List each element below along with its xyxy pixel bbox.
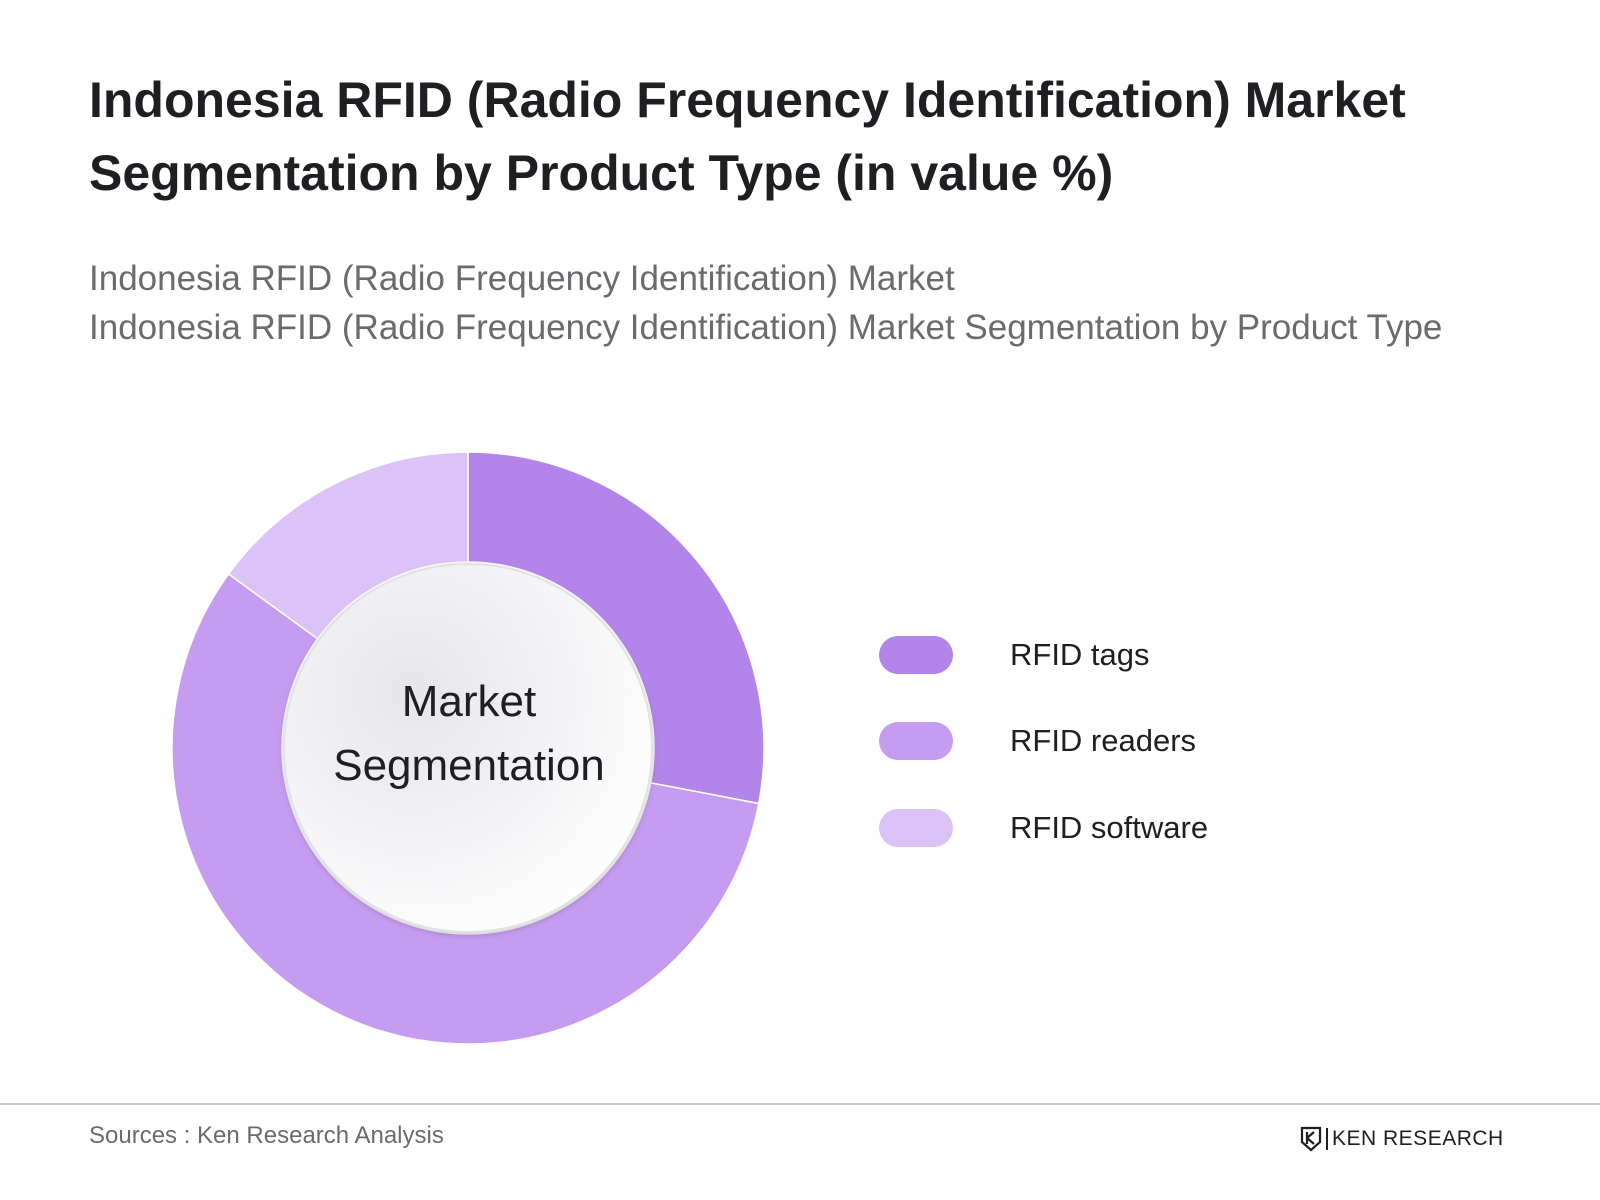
subtitle-line-2: Indonesia RFID (Radio Frequency Identifi… bbox=[89, 308, 1443, 347]
legend-swatch-rfid-tags bbox=[879, 636, 953, 674]
brand-name: KEN RESEARCH bbox=[1332, 1127, 1504, 1150]
donut-slice-rfid-readers bbox=[171, 572, 760, 1045]
footer-divider bbox=[0, 1103, 1600, 1105]
legend-label-rfid-tags: RFID tags bbox=[1010, 637, 1150, 672]
donut-slices bbox=[171, 451, 765, 1045]
donut-slice-rfid-tags bbox=[467, 451, 765, 805]
center-label-line-2: Segmentation bbox=[333, 741, 605, 790]
subtitle-line-1: Indonesia RFID (Radio Frequency Identifi… bbox=[89, 259, 955, 298]
donut-center-label: Market Segmentation bbox=[284, 670, 654, 798]
chart-title: Indonesia RFID (Radio Frequency Identifi… bbox=[89, 72, 1406, 201]
chart-subtitle: Indonesia RFID (Radio Frequency Identifi… bbox=[89, 254, 1509, 352]
legend-item-rfid-tags: RFID tags bbox=[879, 630, 1299, 674]
donut-center-disc bbox=[283, 563, 653, 933]
legend-item-rfid-readers: RFID readers bbox=[879, 716, 1299, 760]
legend-item-rfid-software: RFID software bbox=[879, 803, 1299, 847]
donut-slice-rfid-software bbox=[227, 451, 469, 640]
legend-swatch-rfid-readers bbox=[879, 722, 953, 760]
legend-swatch-rfid-software bbox=[879, 809, 953, 847]
sources-note: Sources : Ken Research Analysis bbox=[89, 1122, 444, 1149]
brand-mark: KEN RESEARCH bbox=[1300, 1124, 1530, 1154]
center-label-line-1: Market bbox=[401, 677, 537, 726]
legend-label-rfid-readers: RFID readers bbox=[1010, 723, 1197, 758]
legend-label-rfid-software: RFID software bbox=[1010, 810, 1209, 845]
ken-research-logo-icon bbox=[1300, 1126, 1322, 1152]
brand-separator bbox=[1326, 1128, 1328, 1150]
